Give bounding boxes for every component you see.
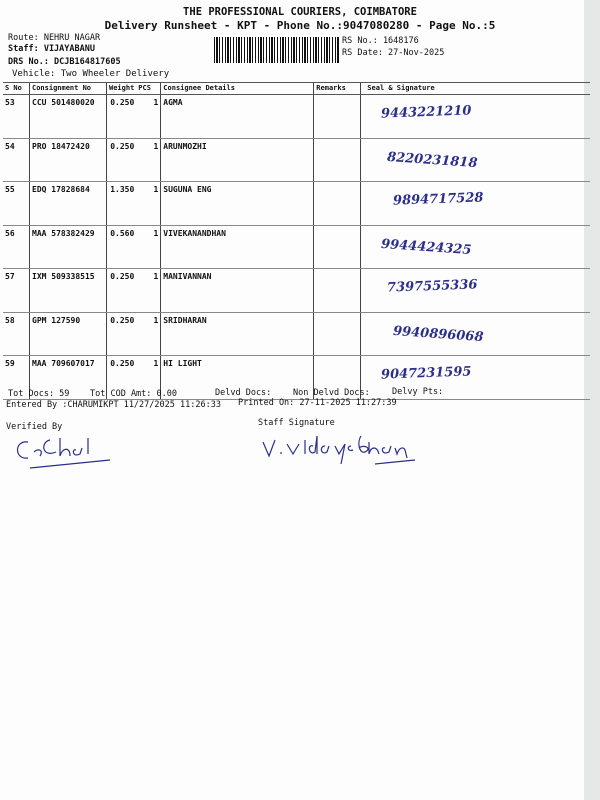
remarks: [313, 225, 361, 269]
vehicle: Vehicle: Two Wheeler Delivery: [12, 69, 170, 79]
handwritten-phone: 8220231818: [386, 149, 479, 171]
seal-signature: 9047231595: [360, 355, 590, 400]
weight: 0.560: [106, 225, 137, 269]
entered-by: Entered By :CHARUMIKPT 11/27/2025 11:26:…: [6, 400, 221, 410]
col-remarks: Remarks: [313, 82, 361, 95]
col-weight: Weight: [106, 82, 137, 95]
consignment-number: MAA 578382429: [29, 225, 107, 269]
verified-by-label: Verified By: [6, 422, 63, 432]
consignment-number: EDQ 17828684: [29, 181, 107, 226]
consignee-name: AGMA: [160, 94, 314, 139]
consignee-name: ARUNMOZHI: [160, 138, 314, 182]
printed-on: Printed On: 27-11-2025 11:27:39: [238, 398, 397, 408]
table-row: 59 MAA 709607017 0.250 1 HI LIGHT 9047231595: [3, 355, 590, 400]
handwritten-phone: 9443221210: [381, 103, 472, 122]
consignment-number: CCU 501480020: [29, 94, 107, 139]
remarks: [313, 94, 361, 139]
serial-number: 56: [3, 225, 30, 269]
drs-number: DRS No.: DCJB164817605: [8, 57, 121, 67]
rs-date: RS Date: 27-Nov-2025: [342, 48, 445, 58]
serial-number: 53: [3, 94, 30, 139]
handwritten-phone: 9047231595: [381, 364, 472, 383]
consignment-number: PRO 18472420: [29, 138, 107, 182]
handwritten-phone: 9944424325: [380, 236, 473, 258]
consignee-name: MANIVANNAN: [160, 268, 314, 313]
remarks: [313, 138, 361, 182]
consignment-table: S No Consignment No Weight PCS Consignee…: [3, 82, 590, 400]
col-consignee: Consignee Details: [160, 82, 314, 95]
col-pcs: PCS: [136, 82, 161, 95]
consignment-number: GPM 127590: [29, 312, 107, 356]
serial-number: 58: [3, 312, 30, 356]
seal-signature: 9944424325: [360, 225, 590, 269]
remarks: [313, 181, 361, 226]
pieces: 1: [136, 268, 161, 313]
remarks: [313, 355, 361, 400]
serial-number: 57: [3, 268, 30, 313]
route: Route: NEHRU NAGAR: [8, 33, 101, 43]
pieces: 1: [136, 355, 161, 400]
consignee-name: SRIDHARAN: [160, 312, 314, 356]
col-sno: S No: [3, 82, 30, 95]
serial-number: 55: [3, 181, 30, 226]
consignee-name: VIVEKANANDHAN: [160, 225, 314, 269]
pieces: 1: [136, 181, 161, 226]
rs-number: RS No.: 1648176: [342, 36, 419, 46]
remarks: [313, 312, 361, 356]
weight: 0.250: [106, 94, 137, 139]
company-title: THE PROFESSIONAL COURIERS, COIMBATORE: [183, 6, 417, 18]
runsheet-subtitle: Delivery Runsheet - KPT - Phone No.:9047…: [104, 19, 496, 32]
verifier-signature: [16, 438, 111, 469]
handwritten-phone: 9894717528: [393, 190, 484, 209]
table-row: 57 IXM 509338515 0.250 1 MANIVANNAN 739755533…: [3, 268, 590, 313]
handwritten-phone: 7397555336: [387, 277, 478, 296]
pieces: 1: [136, 94, 161, 139]
weight: 0.250: [106, 138, 137, 182]
tot-cod: Tot COD Amt: 0.00: [90, 389, 177, 399]
table-row: 55 EDQ 17828684 1.350 1 SUGUNA ENG 9894717528: [3, 181, 590, 226]
weight: 0.250: [106, 312, 137, 356]
seal-signature: 9894717528: [360, 181, 590, 226]
seal-signature: 9443221210: [360, 94, 590, 139]
remarks: [313, 268, 361, 313]
pieces: 1: [136, 312, 161, 356]
serial-number: 59: [3, 355, 30, 400]
staff-signature: [262, 435, 416, 465]
consignment-number: IXM 509338515: [29, 268, 107, 313]
serial-number: 54: [3, 138, 30, 182]
seal-signature: 8220231818: [360, 138, 590, 182]
non-delvd-docs: Non Delvd Docs:: [293, 388, 370, 398]
table-row: 54 PRO 18472420 0.250 1 ARUNMOZHI 8220231818: [3, 138, 590, 182]
col-seal: Seal & Signature: [360, 82, 590, 95]
staff: Staff: VIJAYABANU: [8, 44, 95, 54]
pieces: 1: [136, 225, 161, 269]
handwritten-phone: 9940896068: [392, 323, 485, 345]
pieces: 1: [136, 138, 161, 182]
barcode: [214, 37, 340, 63]
tot-docs: Tot Docs: 59: [8, 389, 70, 399]
weight: 0.250: [106, 268, 137, 313]
seal-signature: 7397555336: [360, 268, 590, 313]
weight: 1.350: [106, 181, 137, 226]
consignee-name: HI LIGHT: [160, 355, 314, 400]
table-row: 56 MAA 578382429 0.560 1 VIVEKANANDHAN 994442…: [3, 225, 590, 269]
staff-signature-label: Staff Signature: [258, 418, 335, 428]
delvy-pts: Delvy Pts:: [392, 387, 444, 397]
consignment-number: MAA 709607017: [29, 355, 107, 400]
col-consignment: Consignment No: [29, 82, 107, 95]
table-row: 53 CCU 501480020 0.250 1 AGMA 9443221210: [3, 94, 590, 139]
weight: 0.250: [106, 355, 137, 400]
table-row: 58 GPM 127590 0.250 1 SRIDHARAN 9940896068: [3, 312, 590, 356]
seal-signature: 9940896068: [360, 312, 590, 356]
delvd-docs: Delvd Docs:: [215, 388, 272, 398]
consignee-name: SUGUNA ENG: [160, 181, 314, 226]
